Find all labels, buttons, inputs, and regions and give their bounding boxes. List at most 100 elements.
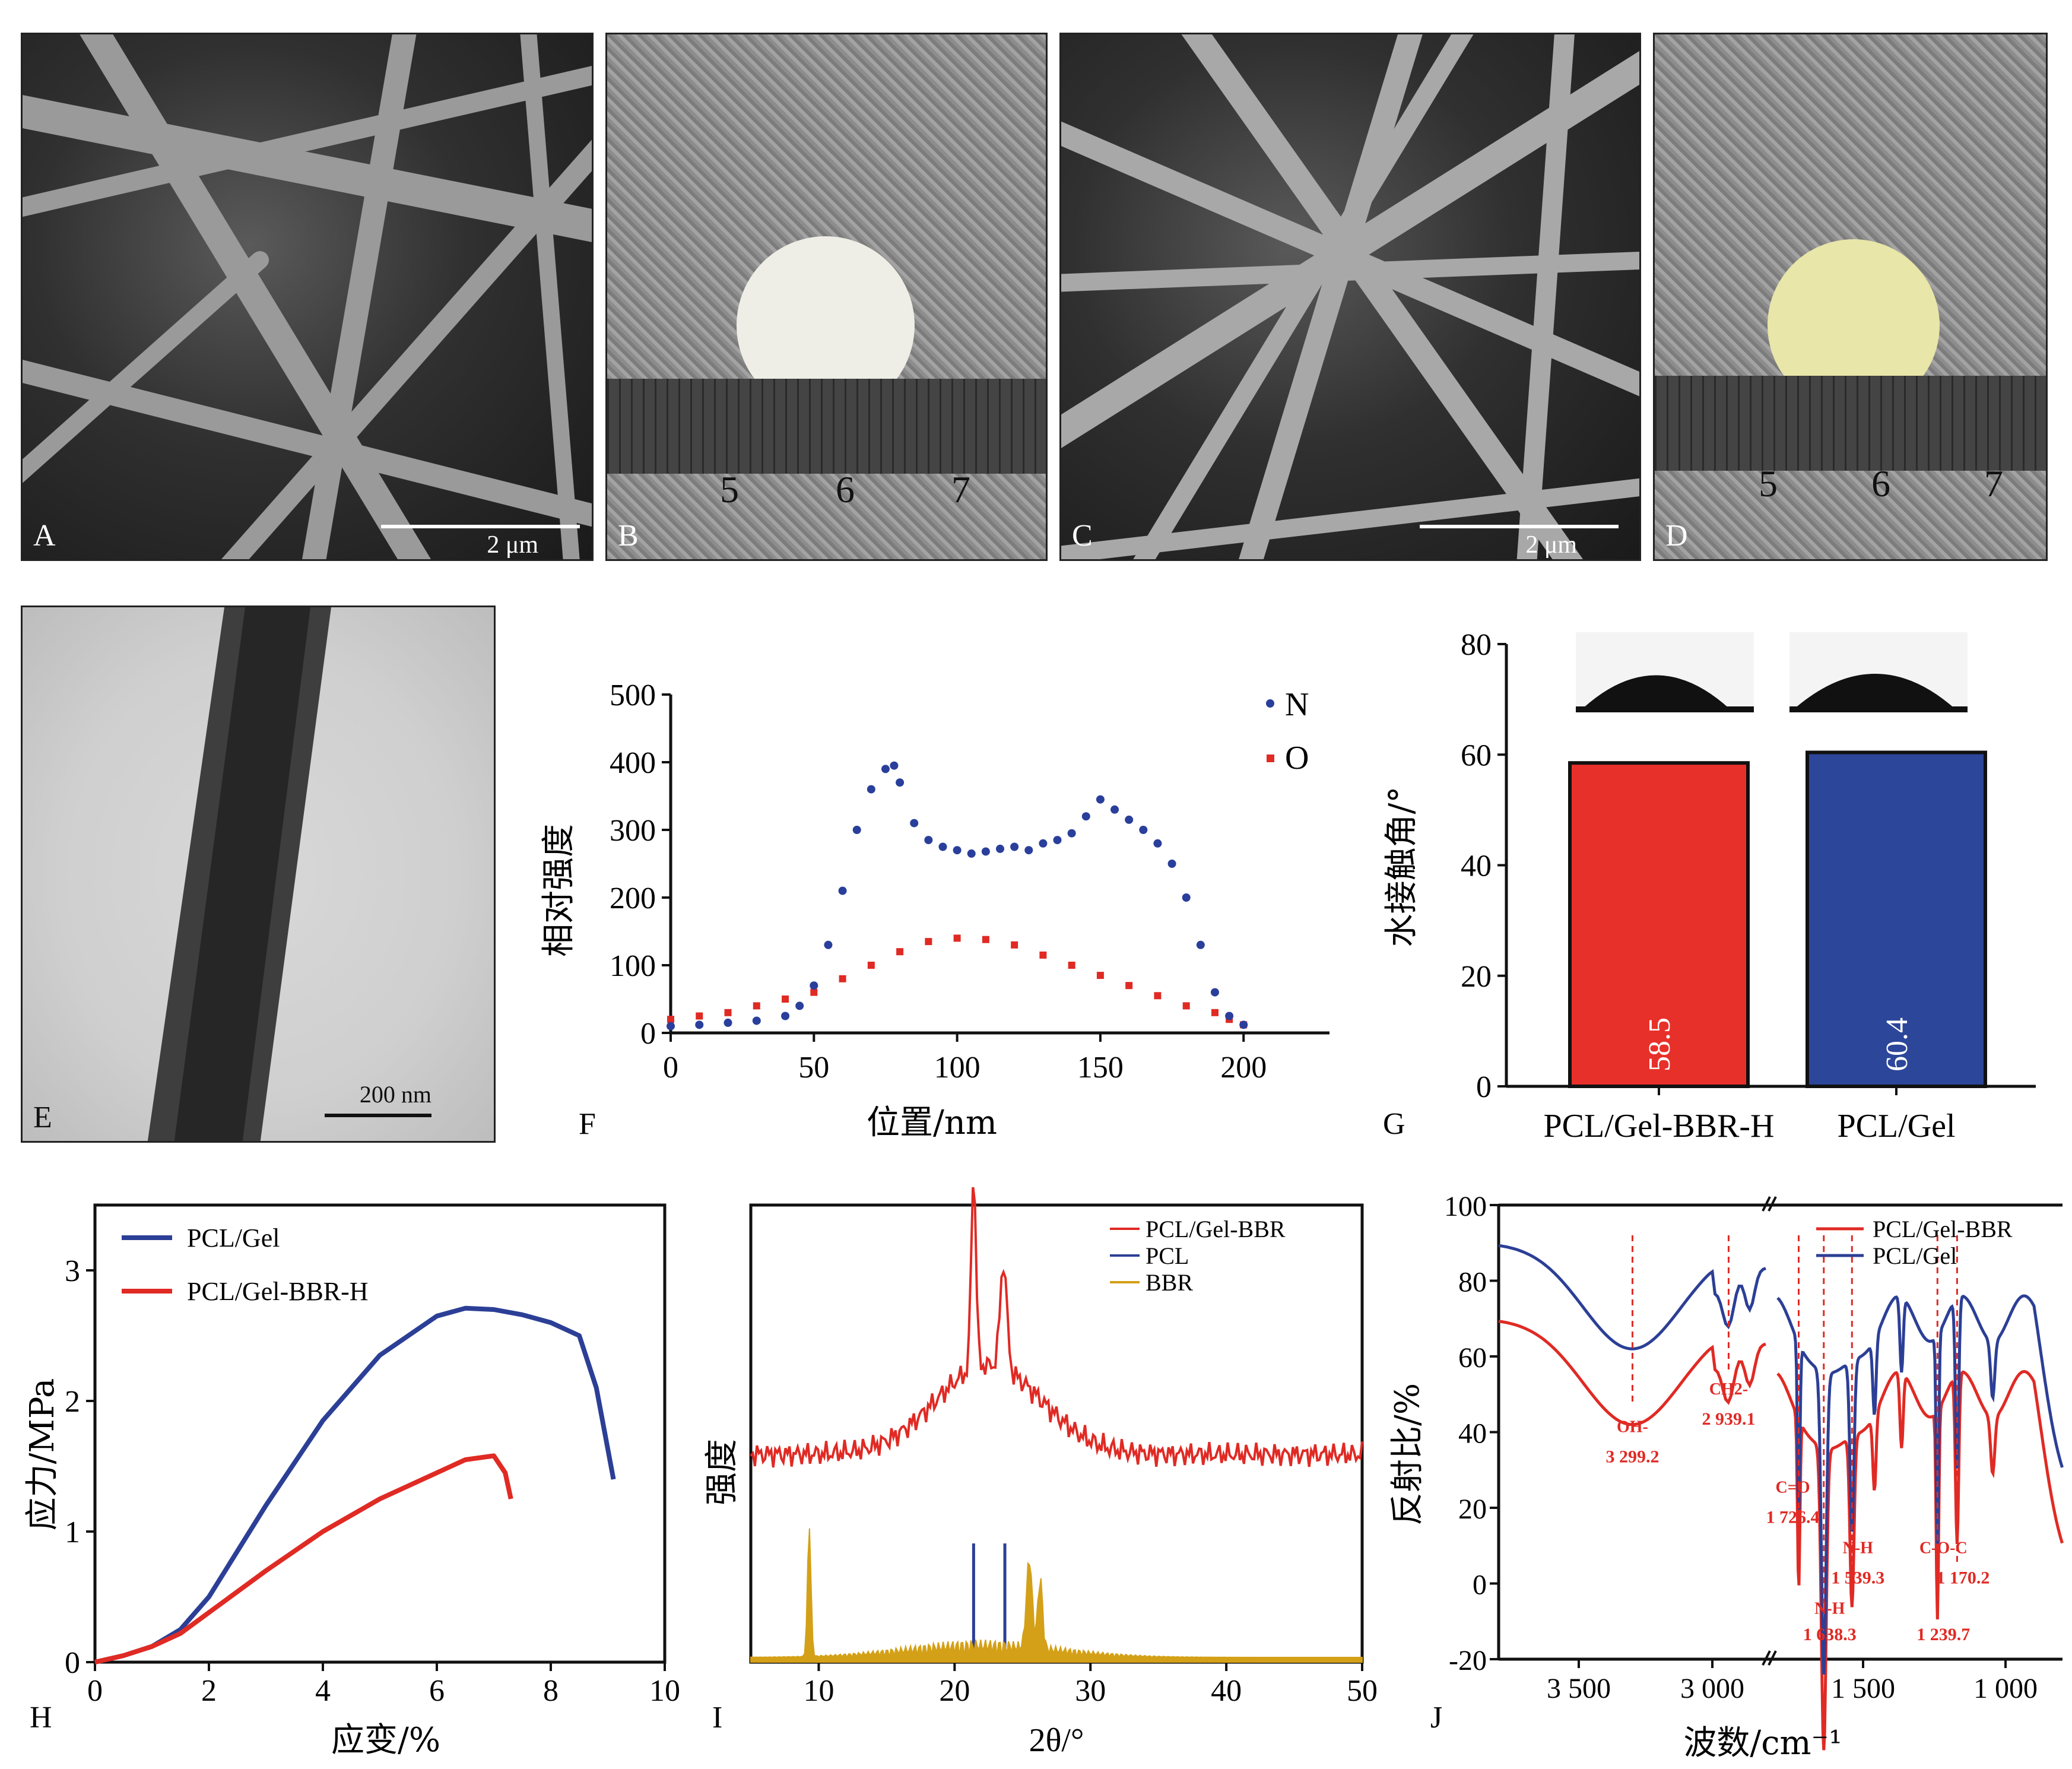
data-point-n (1024, 846, 1033, 855)
legend-pcl-gel-bbr: PCL/Gel-BBR (1873, 1216, 2013, 1242)
x-tick-label: 1 500 (1831, 1673, 1895, 1704)
series-line-2 (94, 1453, 513, 1665)
droplet-base-2 (1789, 706, 1968, 712)
x-tick-label: 100 (934, 1051, 981, 1085)
y-tick-label: 60 (1458, 1342, 1487, 1374)
data-point-n (1167, 860, 1176, 868)
scale-bar-label: 200 nm (359, 1081, 431, 1108)
x-axis-label: 应变/% (331, 1721, 440, 1760)
panel-d-photo: 5 6 7 D (1653, 33, 2048, 561)
legend-bbr: BBR (1146, 1269, 1193, 1296)
data-point-o (810, 988, 818, 996)
x-axis-label: 2θ/° (1029, 1722, 1084, 1759)
panel-b-photo: 5 6 7 B (605, 33, 1048, 561)
data-point-n (1067, 829, 1076, 838)
series-line-1 (1776, 1370, 2064, 1751)
data-point-n (1153, 839, 1162, 848)
data-point-o (867, 962, 875, 969)
data-point-n (1139, 826, 1148, 834)
panel-e-tem-image: E 200 nm (21, 605, 496, 1143)
data-point-n (810, 981, 818, 990)
y-axis-label: 水接触角/° (1382, 787, 1421, 947)
y-tick-label: 20 (1461, 960, 1492, 994)
annotation-value: 1 726.4 (1766, 1508, 1820, 1527)
data-point-n (781, 1012, 790, 1020)
fiber-texture (23, 34, 592, 559)
x-tick-label: 20 (939, 1674, 970, 1708)
droplet-base-1 (1576, 706, 1754, 712)
y-tick-label: 20 (1458, 1494, 1487, 1525)
data-point-o (1011, 941, 1018, 949)
y-tick-label: 3 (65, 1254, 80, 1288)
chart-i: 10 20 30 40 50 PCL/Gel-BBR PCL BBR 强度 2θ/° I (703, 1187, 1377, 1759)
panel-label-a: A (33, 519, 56, 553)
annotation-label: N-H (1843, 1539, 1874, 1558)
data-point-n (881, 765, 890, 773)
axis-break-mark (1762, 1196, 1777, 1212)
panel-c-sem-image: C 2 μm (1059, 33, 1641, 561)
data-point-n (867, 785, 875, 794)
fiber-texture (1061, 34, 1639, 559)
x-tick-label: 0 (663, 1051, 678, 1085)
y-tick-label: -20 (1449, 1645, 1487, 1676)
data-point-o (896, 948, 904, 956)
data-point-n (724, 1018, 732, 1027)
annotation-value: 1 638.3 (1803, 1625, 1857, 1644)
data-point-o (782, 996, 789, 1003)
chart-g: 0 20 40 60 80 PCL/Gel-BBR-H PCL/Gel 58.5 60.4 水接… (1382, 628, 2036, 1145)
data-point-n (824, 940, 833, 949)
series-line-1 (750, 1187, 1363, 1468)
data-point-n (938, 842, 947, 851)
y-tick-label: 80 (1461, 628, 1492, 662)
x-tick-label: 3 000 (1680, 1673, 1744, 1704)
data-point-o (1068, 962, 1075, 969)
data-point-o (1096, 972, 1104, 979)
panel-label-f: F (579, 1107, 596, 1141)
data-point-o (1039, 951, 1047, 959)
y-axis-label: 相对强度 (540, 824, 578, 957)
x-axis-label: 位置/nm (867, 1104, 997, 1142)
x-tick-label: 4 (315, 1674, 331, 1708)
annotation-value: 3 299.2 (1605, 1447, 1659, 1467)
annotation-label: OH- (1617, 1418, 1648, 1437)
panel-label-i: I (712, 1701, 722, 1735)
annotation-label: C-O-C (1919, 1539, 1968, 1558)
data-point-n (910, 819, 919, 828)
y-axis-label: 强度 (703, 1439, 741, 1505)
y-tick-label: 100 (610, 949, 656, 983)
series-line-2 (1776, 1294, 2064, 1675)
data-point-n (752, 1016, 761, 1025)
y-tick-label: 1 (65, 1516, 80, 1549)
y-tick-label: 2 (65, 1385, 80, 1419)
panel-a-sem-image: A 2 μm (21, 33, 594, 561)
data-point-n (890, 761, 899, 770)
ruler (607, 379, 1046, 474)
data-point-o (696, 1012, 703, 1020)
droplet-shape-2 (1794, 674, 1956, 709)
x-tick-label: 3 500 (1547, 1673, 1611, 1704)
data-point-n (1053, 836, 1062, 845)
data-point-n (1210, 988, 1219, 997)
scale-bar (381, 525, 580, 528)
x-tick-label: 1 000 (1973, 1673, 2038, 1704)
y-tick-label: 60 (1461, 738, 1492, 772)
data-point-n (1039, 839, 1048, 848)
x-tick-label: 2 (201, 1674, 217, 1708)
scale-bar (1420, 525, 1619, 528)
series-line-1 (94, 1305, 616, 1665)
x-tick-label: 30 (1075, 1674, 1106, 1708)
x-tick-label: 200 (1220, 1051, 1267, 1085)
series-line-1 (1498, 1320, 1766, 1426)
data-point-n (896, 778, 905, 787)
data-point-n (1196, 940, 1205, 949)
scale-bar (325, 1114, 431, 1117)
legend-pcl-gel-bbr: PCL/Gel-BBR (1146, 1216, 1286, 1242)
data-point-n (1239, 1020, 1248, 1029)
scale-bar-label: 2 μm (487, 531, 538, 559)
annotation-value: 1 539.3 (1831, 1568, 1884, 1588)
legend-pcl: PCL (1146, 1242, 1189, 1269)
ruler-tick-7: 7 (1984, 462, 2003, 505)
legend-marker-o (1267, 754, 1274, 762)
y-axis-label: 反射比/% (1389, 1383, 1427, 1526)
